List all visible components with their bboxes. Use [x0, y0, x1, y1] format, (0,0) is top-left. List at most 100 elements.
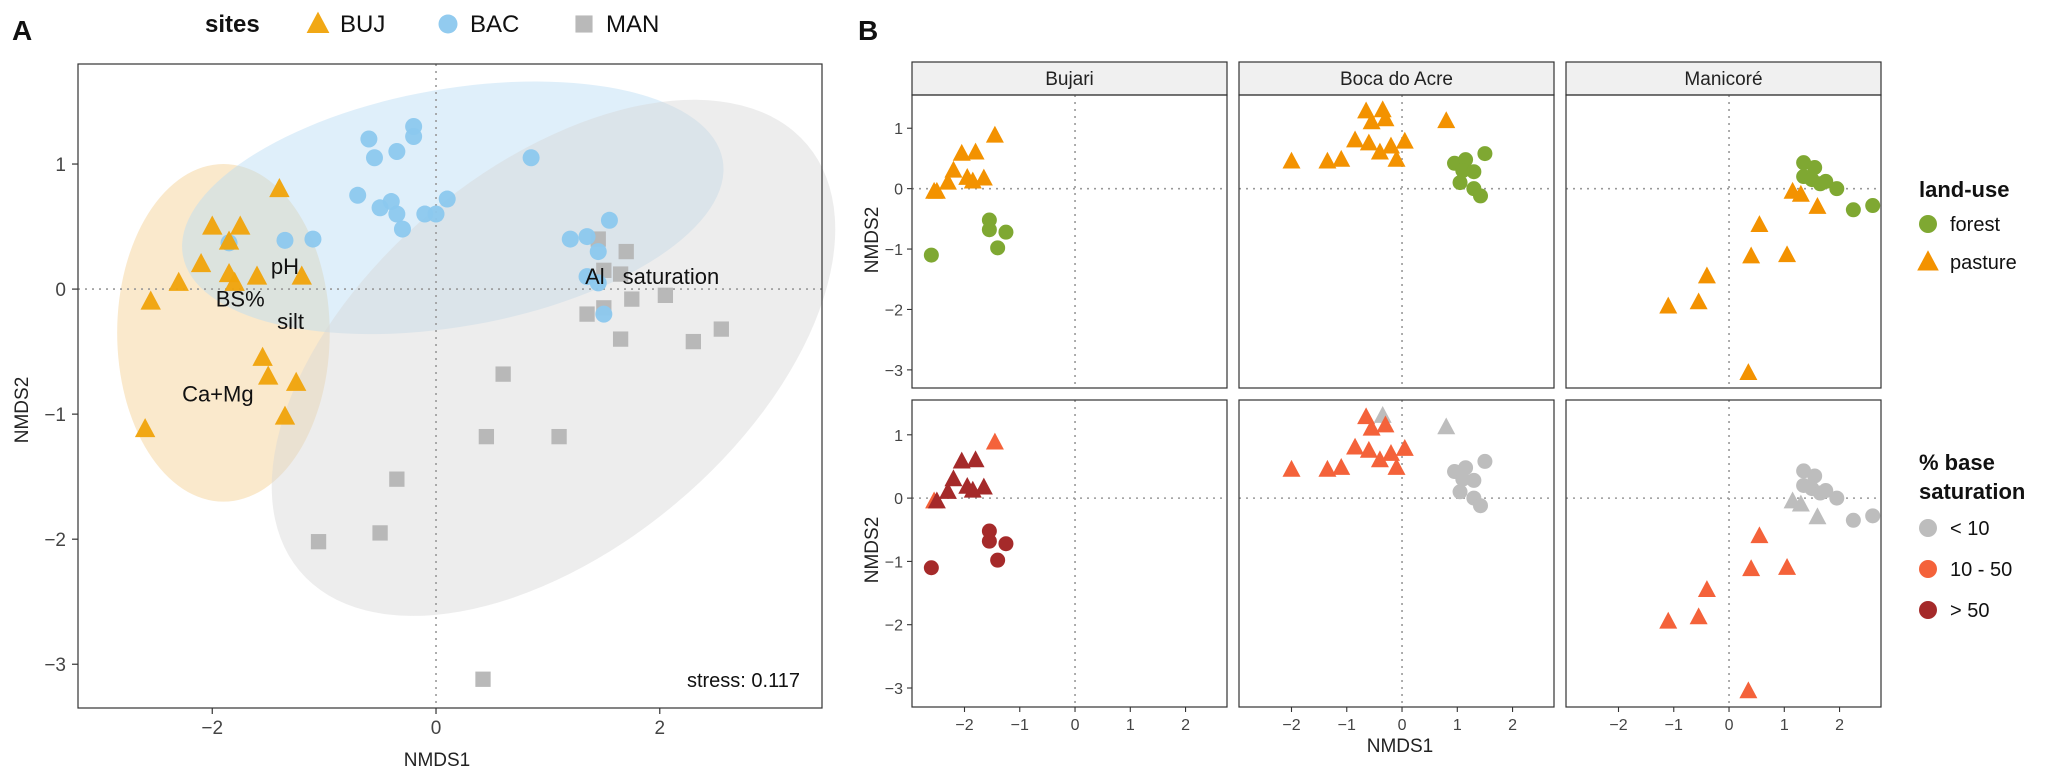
facet-x-tick-label: −2: [1282, 717, 1300, 734]
point-bac: [365, 149, 383, 167]
panel-a-stress-annotation: stress: 0.117: [687, 670, 800, 692]
facet-x-tick-label: −1: [1338, 717, 1356, 734]
panel-a-y-tick-label: −3: [44, 655, 66, 676]
point-pasture: [1362, 112, 1381, 130]
facet-x-tick-label: 0: [1725, 717, 1734, 734]
point-pasture: [985, 432, 1004, 450]
point-man: [310, 534, 327, 550]
point-pasture: [952, 451, 971, 469]
base-saturation-legend-title-line1: % base: [1919, 450, 1995, 475]
facet-frame: [911, 399, 1228, 708]
point-pasture: [966, 142, 985, 160]
land-use-legend: land-use forest pasture: [1917, 177, 2017, 274]
point-man: [713, 321, 729, 337]
point-buj: [252, 346, 273, 366]
point-pasture: [1359, 440, 1378, 458]
panel-a-y-tick-label: 1: [55, 155, 66, 176]
point-pasture: [985, 125, 1004, 143]
point-forest: [998, 536, 1014, 552]
legend-label-pasture: pasture: [1950, 252, 2017, 274]
facet-y-tick-label: 1: [894, 428, 903, 445]
point-bac: [276, 231, 294, 249]
point-pasture: [1689, 292, 1708, 310]
facet-strip-label: Manicoré: [1684, 69, 1762, 90]
point-pasture: [1437, 111, 1456, 129]
point-pasture: [938, 172, 957, 190]
facet-panel: [1238, 94, 1555, 389]
panel-a-y-tick-label: −1: [44, 405, 66, 426]
point-pasture: [1346, 130, 1365, 148]
point-pasture: [1376, 415, 1395, 433]
panel-a-legend-title: sites: [205, 11, 260, 38]
legend-key-buj: [306, 11, 330, 33]
legend-key-man: [575, 15, 593, 33]
point-pasture: [1332, 457, 1351, 475]
point-pasture: [1808, 507, 1827, 525]
point-forest: [981, 222, 997, 238]
panel-b-y-axis-label-bottom: NMDS2: [862, 517, 883, 584]
point-pasture: [1739, 681, 1758, 699]
point-pasture: [1381, 444, 1400, 461]
point-pasture: [1357, 101, 1376, 119]
facet-strip-label: Boca do Acre: [1340, 69, 1453, 90]
point-pasture: [1750, 526, 1769, 544]
point-pasture: [1395, 438, 1414, 456]
point-man: [475, 671, 491, 687]
panel-a-y-tick-label: 0: [55, 280, 66, 301]
point-bac: [578, 228, 596, 246]
point-pasture: [1387, 149, 1406, 167]
point-forest: [1807, 159, 1823, 175]
point-forest: [1845, 202, 1861, 218]
point-pasture: [1689, 607, 1708, 625]
point-bac: [589, 243, 607, 261]
point-pasture: [1659, 296, 1678, 314]
facet-y-tick-label: −1: [885, 242, 903, 259]
point-pasture: [1318, 459, 1337, 477]
point-pasture: [1282, 151, 1301, 169]
point-pasture: [1373, 406, 1392, 423]
point-bac: [388, 143, 406, 161]
point-buj: [134, 418, 156, 438]
point-man: [596, 262, 612, 278]
facet-y-tick-label: 1: [894, 121, 903, 138]
point-forest: [1477, 146, 1493, 162]
panel-b-facet-grid: Bujari Boca do Acre Manicoré −3 −2 −1 0 1 −3 −2 −…: [862, 61, 1882, 757]
point-buj: [140, 290, 161, 310]
facet-panel: [1565, 399, 1882, 708]
point-man: [495, 366, 511, 382]
point-man: [389, 471, 405, 487]
point-man: [618, 243, 634, 260]
vector-label: saturation: [623, 264, 720, 289]
ellipse-man: [271, 99, 836, 616]
point-forest: [923, 247, 939, 263]
point-forest: [1829, 490, 1845, 506]
facet-x-tick-label: −2: [955, 717, 973, 734]
point-pasture: [1357, 407, 1376, 425]
point-forest: [981, 533, 997, 549]
point-pasture: [927, 181, 946, 199]
point-forest: [1458, 460, 1474, 476]
facet-panel: [1565, 94, 1882, 389]
panel-b-label: B: [858, 15, 878, 46]
point-buj: [224, 271, 245, 291]
point-pasture: [1778, 245, 1797, 263]
panel-a-x-tick-label: −2: [201, 718, 223, 739]
legend-label-bac: BAC: [470, 11, 519, 38]
facet-panel: [1238, 399, 1555, 708]
legend-key-pasture: [1917, 250, 1939, 271]
point-forest: [1466, 164, 1482, 180]
point-forest: [1477, 453, 1493, 469]
panel-a-y-axis-label: NMDS2: [12, 377, 33, 444]
point-forest: [1865, 198, 1881, 214]
panel-a-label: A: [12, 15, 32, 46]
point-pasture: [1739, 363, 1758, 380]
legend-label-bs-mid: 10 - 50: [1950, 559, 2012, 581]
point-pasture: [1346, 437, 1365, 455]
facet-frame: [1238, 399, 1555, 708]
point-forest: [1818, 483, 1834, 499]
facet-strip-label: Bujari: [1045, 69, 1094, 90]
panel-b-x-axis-label: NMDS1: [1367, 736, 1434, 757]
point-buj: [168, 271, 189, 291]
